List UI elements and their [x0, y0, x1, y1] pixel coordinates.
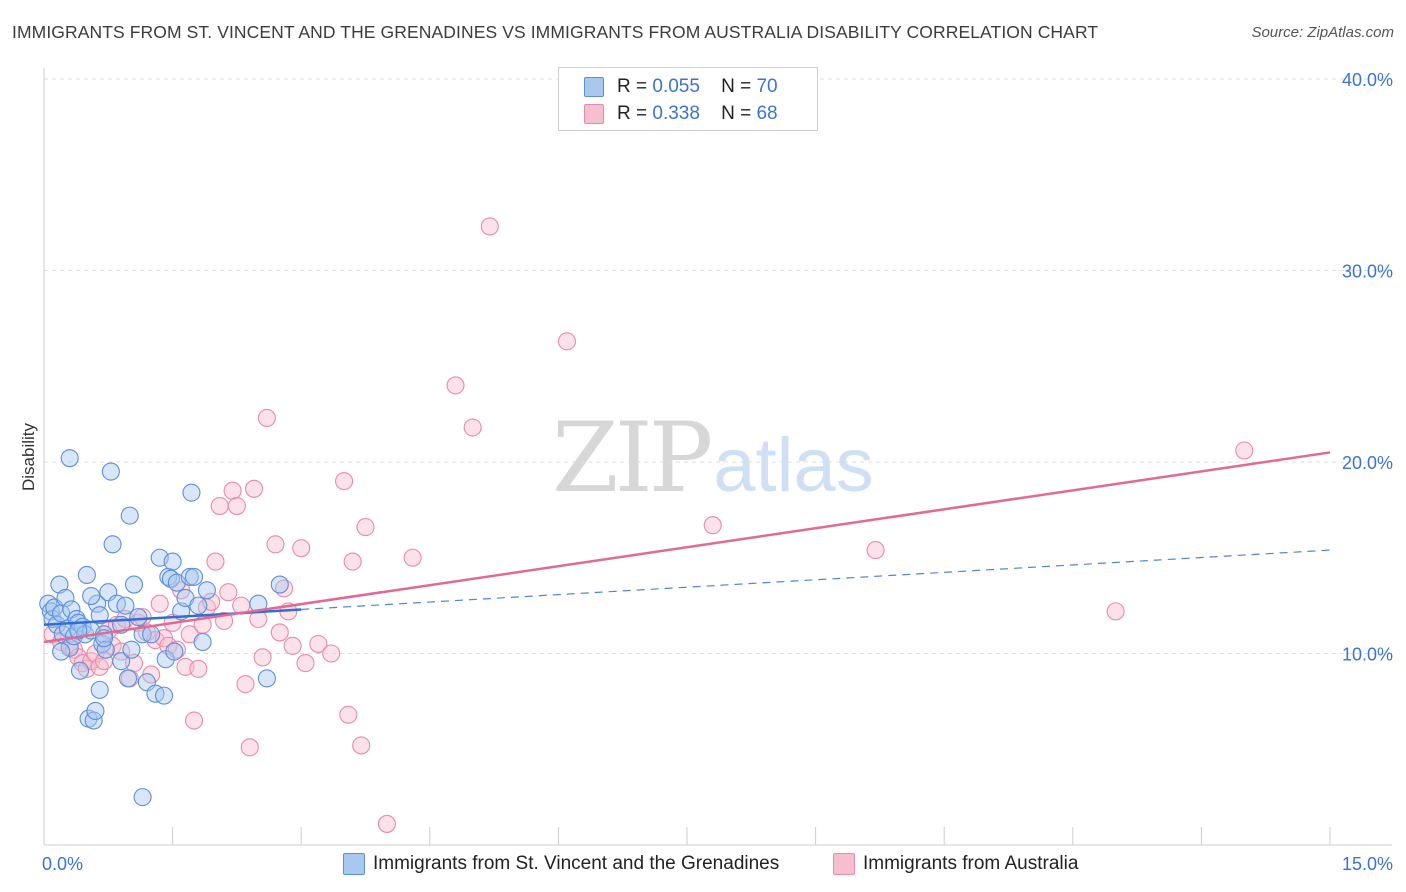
trendline-st-vincent — [43, 608, 302, 627]
point-st-vincent — [182, 483, 201, 502]
y-tick-label: 10.0% — [1342, 645, 1393, 665]
point-st-vincent — [112, 652, 131, 671]
chart-title: IMMIGRANTS FROM ST. VINCENT AND THE GREN… — [12, 22, 1099, 42]
point-australia — [403, 548, 422, 567]
y-tick-label: 20.0% — [1342, 453, 1393, 473]
point-australia — [283, 636, 302, 655]
pink-swatch — [584, 104, 604, 124]
n-label: N = — [721, 76, 752, 97]
point-st-vincent — [101, 462, 120, 481]
point-st-vincent — [96, 640, 115, 659]
point-australia — [356, 518, 375, 537]
trendline-st-vincent-extension — [301, 549, 1331, 611]
n-label: N = — [721, 103, 752, 124]
point-australia — [244, 479, 264, 498]
point-australia — [377, 814, 396, 833]
trendline-australia — [43, 451, 1331, 644]
point-st-vincent — [118, 669, 138, 688]
point-australia — [446, 376, 465, 395]
point-st-vincent — [90, 680, 109, 699]
point-australia — [1106, 602, 1125, 621]
legend-label-st-vincent: Immigrants from St. Vincent and the Gren… — [373, 853, 780, 874]
point-australia — [270, 623, 289, 642]
point-australia — [227, 496, 246, 516]
legend-label-australia: Immigrants from Australia — [863, 853, 1079, 874]
point-australia — [480, 217, 499, 236]
point-australia — [184, 711, 204, 730]
point-australia — [210, 496, 229, 516]
point-st-vincent — [82, 586, 101, 606]
point-australia — [339, 705, 358, 724]
point-st-vincent — [180, 567, 199, 586]
point-st-vincent — [103, 535, 122, 554]
point-st-vincent — [52, 642, 71, 661]
point-australia — [309, 634, 328, 653]
r-value-pink: 0.338 — [652, 103, 700, 124]
r-label: R = — [617, 103, 648, 124]
point-st-vincent — [163, 552, 182, 571]
point-australia — [1235, 441, 1254, 460]
point-st-vincent — [129, 608, 148, 627]
point-australia — [266, 535, 285, 554]
point-st-vincent — [270, 575, 289, 594]
r-value-blue: 0.055 — [652, 76, 700, 97]
point-st-vincent — [122, 640, 141, 659]
point-st-vincent — [116, 596, 135, 615]
point-st-vincent — [60, 449, 79, 468]
point-australia — [292, 539, 311, 558]
point-australia — [335, 472, 354, 491]
point-st-vincent — [77, 565, 96, 585]
point-australia — [189, 659, 208, 678]
point-st-vincent — [50, 575, 69, 594]
point-st-vincent — [86, 701, 105, 721]
point-australia — [257, 408, 276, 428]
point-australia — [352, 736, 371, 755]
n-value-blue: 70 — [756, 76, 778, 97]
point-australia — [463, 418, 482, 437]
x-tick-label: 0.0% — [42, 854, 83, 874]
point-st-vincent — [124, 575, 144, 594]
point-australia — [206, 552, 225, 571]
point-australia — [557, 332, 577, 351]
point-australia — [322, 644, 341, 663]
point-australia — [253, 648, 272, 667]
n-value-pink: 68 — [756, 103, 778, 124]
point-st-vincent — [165, 642, 184, 661]
y-axis-label: Disability — [19, 422, 38, 491]
y-tick-label: 40.0% — [1342, 70, 1393, 90]
point-st-vincent — [189, 596, 208, 615]
point-australia — [296, 654, 315, 673]
point-st-vincent — [193, 632, 212, 652]
point-st-vincent — [184, 567, 204, 586]
point-australia — [223, 481, 242, 500]
pink-swatch — [833, 853, 855, 875]
point-st-vincent — [197, 581, 216, 600]
point-australia — [150, 594, 169, 613]
point-st-vincent — [56, 588, 75, 608]
point-australia — [343, 552, 362, 571]
point-australia — [236, 675, 255, 694]
correlation-legend: R = 0.055 N = 70 R = 0.338 N = 68 — [558, 67, 818, 131]
y-tick-label: 30.0% — [1342, 262, 1393, 282]
point-st-vincent — [257, 669, 276, 688]
point-australia — [240, 738, 259, 757]
source-credit: Source: ZipAtlas.com — [1251, 24, 1394, 41]
blue-swatch — [343, 853, 365, 875]
point-st-vincent — [133, 788, 152, 807]
point-australia — [703, 516, 722, 535]
point-australia — [219, 583, 238, 602]
point-st-vincent — [120, 506, 139, 525]
blue-swatch — [584, 77, 604, 97]
point-australia — [866, 541, 885, 560]
point-st-vincent — [90, 606, 109, 625]
r-label: R = — [617, 76, 648, 97]
x-tick-label: 15.0% — [1342, 854, 1393, 874]
point-st-vincent — [154, 686, 174, 705]
point-st-vincent — [70, 661, 90, 680]
point-st-vincent — [142, 625, 161, 644]
